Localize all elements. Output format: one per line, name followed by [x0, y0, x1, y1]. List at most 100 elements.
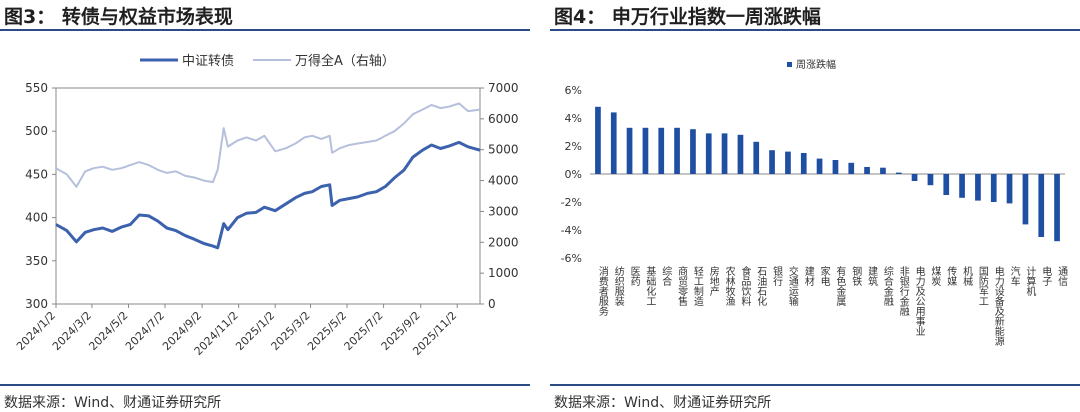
- bar: [610, 112, 617, 174]
- bar: [880, 167, 886, 174]
- x-axis-category-label: 钢铁: [850, 265, 862, 287]
- right-axis-tick-label: 4000: [488, 174, 519, 188]
- legend-label-1: 中证转债: [182, 54, 234, 69]
- x-axis-category-label: 计算机: [1024, 265, 1036, 297]
- x-axis-category-label: 农林牧渔: [723, 265, 735, 307]
- bar: [642, 127, 649, 174]
- legend-swatch: [787, 62, 792, 67]
- bar: [895, 172, 902, 174]
- series-line-1: [55, 140, 481, 250]
- legend-label: 周涨跌幅: [796, 58, 836, 71]
- bar: [769, 150, 775, 174]
- bar: [911, 174, 918, 181]
- left-axis-tick-label: 500: [25, 124, 48, 138]
- right-axis-tick-label: 2000: [488, 235, 519, 249]
- right-axis-tick-label: 1000: [488, 266, 519, 280]
- bar: [1022, 174, 1029, 225]
- x-axis-category-label: 煤炭: [929, 265, 941, 287]
- bar: [626, 127, 633, 174]
- bar: [1038, 174, 1045, 237]
- x-axis-category-label: 综合金融: [881, 265, 893, 307]
- x-axis-category-label: 房地产: [707, 265, 719, 297]
- x-axis-category-label: 通信: [1056, 266, 1068, 287]
- x-axis-category-label: 汽车: [1008, 265, 1020, 287]
- line-chart-convertible-vs-equity: 300 350 400 450 500 550 0 1000 2000 3000 4000 5000 6…: [14, 53, 519, 358]
- bar: [1054, 174, 1060, 242]
- x-axis-category-label: 医药: [628, 266, 640, 287]
- bar: [1006, 174, 1013, 204]
- left-axis-tick-label: 350: [25, 254, 48, 268]
- right-axis-tick-label: 5000: [488, 143, 519, 157]
- figure-4-source: 数据来源：Wind、财通证券研究所: [554, 395, 772, 411]
- figure-3-source: 数据来源：Wind、财通证券研究所: [4, 395, 222, 411]
- x-axis-category-label: 国防军工: [976, 266, 988, 306]
- x-axis-category-label: 轻工制造: [691, 265, 703, 306]
- bar: [737, 134, 744, 174]
- bar: [816, 158, 823, 174]
- x-axis-category-label: 电力设备及新能源: [992, 265, 1004, 347]
- x-axis-tick-label: 2025/3/2: [269, 309, 313, 353]
- bar: [864, 167, 870, 174]
- y-axis-tick-label: -4%: [561, 224, 582, 237]
- y-axis-tick-label: -2%: [561, 196, 582, 209]
- x-axis-category-label: 非银行金融: [897, 266, 909, 317]
- figure-4-panel: 图4： 申万行业指数一周涨跌幅 -6% -4% -2% 0% 2% 4% 6% 消费者服务 纺织…: [550, 0, 1080, 412]
- series-line-2: [55, 102, 481, 188]
- figure-3-panel: 图3： 转债与权益市场表现 300 350 400 450 500 550 0 1000 200…: [0, 0, 530, 412]
- x-axis-category-label: 有色金属: [834, 265, 846, 307]
- x-axis-category-label: 商贸零售: [676, 265, 688, 307]
- bar: [595, 106, 601, 174]
- left-axis-tick-label: 450: [25, 167, 48, 181]
- x-axis-tick-label: 2025/7/2: [342, 309, 386, 353]
- left-axis-tick-label: 400: [25, 211, 48, 225]
- x-axis-tick-label: 2024/7/2: [123, 309, 167, 353]
- bar: [705, 133, 712, 174]
- x-axis-category-label: 机械: [961, 265, 973, 287]
- bar: [753, 141, 760, 174]
- x-axis-category-label: 电子: [1040, 265, 1052, 286]
- figure-3-bottom-rule: [0, 384, 530, 386]
- x-axis-category-label: 家电: [818, 265, 830, 286]
- right-axis-tick-label: 0: [488, 297, 496, 311]
- bar: [721, 133, 728, 174]
- x-axis-category-label: 建筑: [866, 265, 878, 286]
- left-axis-tick-label: 300: [25, 297, 48, 311]
- right-axis-tick-label: 3000: [488, 204, 519, 218]
- bar: [959, 174, 965, 198]
- figure-4-top-rule: [550, 29, 1080, 31]
- bar: [975, 174, 981, 201]
- right-axis-tick-label: 6000: [488, 112, 519, 126]
- x-axis-category-label: 银行: [771, 265, 783, 287]
- figure-4-bottom-rule: [550, 384, 1080, 386]
- bar: [832, 160, 839, 174]
- bar: [990, 174, 997, 202]
- x-axis-category-label: 消费者服务: [596, 265, 608, 317]
- x-axis-category-label: 石油石化: [755, 266, 767, 306]
- y-axis-tick-label: 0%: [565, 168, 582, 181]
- x-axis-category-label: 交通运输: [786, 265, 798, 307]
- bar: [800, 153, 807, 174]
- legend-label-2: 万得全A（右轴）: [295, 53, 395, 69]
- bar: [674, 127, 680, 174]
- figure-3-top-rule: [0, 29, 530, 31]
- bar: [785, 151, 791, 174]
- bar-chart-industry-weekly-change: -6% -4% -2% 0% 2% 4% 6% 消费者服务 纺织服装 医药 基础化工 综合 商贸零售 轻工…: [561, 58, 1068, 347]
- x-axis-tick-label: 2025/5/2: [305, 309, 349, 353]
- y-axis-tick-label: 2%: [565, 140, 582, 153]
- x-axis-category-label: 食品饮料: [739, 265, 751, 307]
- x-axis-category-label: 建材: [802, 265, 814, 286]
- x-axis-category-label: 电力及公用事业: [913, 265, 925, 336]
- x-axis-category-label: 传媒: [945, 266, 957, 287]
- bar: [658, 127, 665, 174]
- bar: [927, 174, 934, 186]
- x-axis-tick-label: 2024/5/2: [86, 309, 130, 353]
- bar: [848, 162, 855, 174]
- figure-3-title: 图3： 转债与权益市场表现: [4, 6, 233, 28]
- y-axis-tick-label: -6%: [561, 252, 582, 265]
- y-axis-tick-label: 6%: [565, 84, 582, 97]
- x-axis-category-label: 纺织服装: [612, 265, 624, 307]
- x-axis-category-label: 综合: [660, 265, 672, 287]
- figure-4-title: 图4： 申万行业指数一周涨跌幅: [554, 6, 821, 28]
- x-axis-tick-label: 2024/3/2: [50, 309, 94, 353]
- x-axis-category-label: 基础化工: [644, 265, 656, 306]
